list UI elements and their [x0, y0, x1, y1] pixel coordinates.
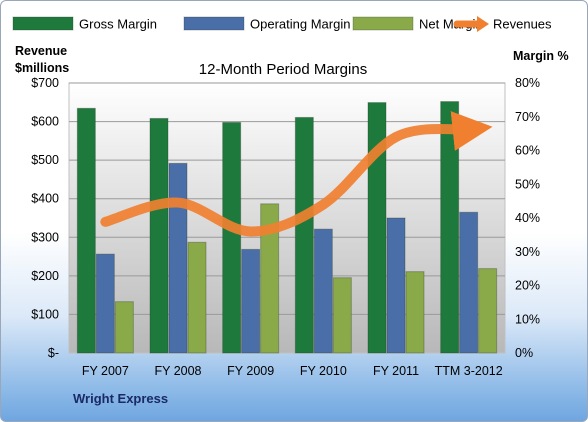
- bar-operating-margin: [168, 162, 188, 354]
- bar-operating-margin: [241, 248, 261, 354]
- bar-net-margin: [187, 241, 207, 354]
- left-tick-label: $600: [31, 115, 59, 129]
- left-tick-label: $400: [31, 192, 59, 206]
- right-tick-label: 30%: [515, 245, 540, 259]
- left-tick-label: $700: [31, 76, 59, 90]
- revenue-line: [100, 111, 493, 237]
- bar-operating-margin: [459, 211, 479, 354]
- x-tick-label: FY 2008: [154, 364, 201, 378]
- right-axis-title: Margin %: [513, 49, 569, 63]
- bar-operating-margin: [313, 228, 333, 354]
- bar-gross-margin: [149, 117, 169, 354]
- bar-net-margin: [478, 268, 498, 354]
- x-tick-label: FY 2010: [300, 364, 347, 378]
- bar-gross-margin: [294, 116, 314, 354]
- right-tick-label: 10%: [515, 312, 540, 326]
- bar-net-margin: [405, 271, 425, 354]
- footer-company: Wright Express: [73, 391, 168, 406]
- left-tick-label: $-: [48, 346, 59, 360]
- right-tick-label: 50%: [515, 177, 540, 191]
- legend-label: Gross Margin: [79, 17, 157, 32]
- plot-area: [68, 82, 506, 354]
- legend: Gross Margin Operating Margin Net Margin Re…: [12, 16, 552, 32]
- revenue-line-path: [100, 111, 493, 237]
- right-tick-label: 70%: [515, 110, 540, 124]
- legend-label: Revenues: [493, 17, 552, 32]
- legend-key-revenues-head: [477, 16, 489, 32]
- x-tick-label: FY 2009: [227, 364, 274, 378]
- legend-key-operating-margin: [183, 16, 245, 31]
- x-tick-label: TTM 3-2012: [435, 364, 503, 378]
- bar-net-margin: [114, 301, 134, 354]
- chart-title: 12-Month Period Margins: [199, 61, 367, 78]
- bar-gross-margin: [76, 107, 96, 354]
- left-axis-ticks: $- $100 $200 $300 $400 $500 $600 $700: [31, 76, 59, 360]
- right-axis-ticks: 0% 10% 20% 30% 40% 50% 60% 70% 80%: [515, 76, 540, 360]
- bar-net-margin: [260, 203, 280, 354]
- right-tick-label: 40%: [515, 211, 540, 225]
- bar-operating-margin: [386, 217, 406, 354]
- legend-key-net-margin: [352, 16, 414, 31]
- left-tick-label: $300: [31, 230, 59, 244]
- right-tick-label: 80%: [515, 76, 540, 90]
- left-axis-title-line1: Revenue: [15, 44, 67, 58]
- bar-operating-margin: [95, 253, 115, 354]
- left-tick-label: $100: [31, 307, 59, 321]
- left-axis-title-line2: $millions: [15, 61, 69, 75]
- legend-label: Net Margin: [419, 17, 483, 32]
- right-tick-label: 0%: [515, 346, 533, 360]
- legend-key-gross-margin: [12, 16, 74, 31]
- legend-label: Operating Margin: [250, 17, 350, 32]
- left-tick-label: $500: [31, 153, 59, 167]
- x-tick-label: FY 2011: [373, 364, 419, 378]
- bar-gross-margin: [440, 101, 460, 354]
- right-tick-label: 60%: [515, 144, 540, 158]
- gridlines: [69, 82, 505, 315]
- bar-gross-margin: [367, 102, 387, 354]
- bar-gross-margin: [222, 121, 242, 354]
- bars: [76, 101, 498, 354]
- x-tick-label: FY 2007: [82, 364, 129, 378]
- x-axis-ticks: FY 2007 FY 2008 FY 2009 FY 2010 FY 2011 TTM 3…: [82, 364, 503, 378]
- bar-net-margin: [332, 277, 352, 354]
- right-tick-label: 20%: [515, 279, 540, 293]
- left-tick-label: $200: [31, 269, 59, 283]
